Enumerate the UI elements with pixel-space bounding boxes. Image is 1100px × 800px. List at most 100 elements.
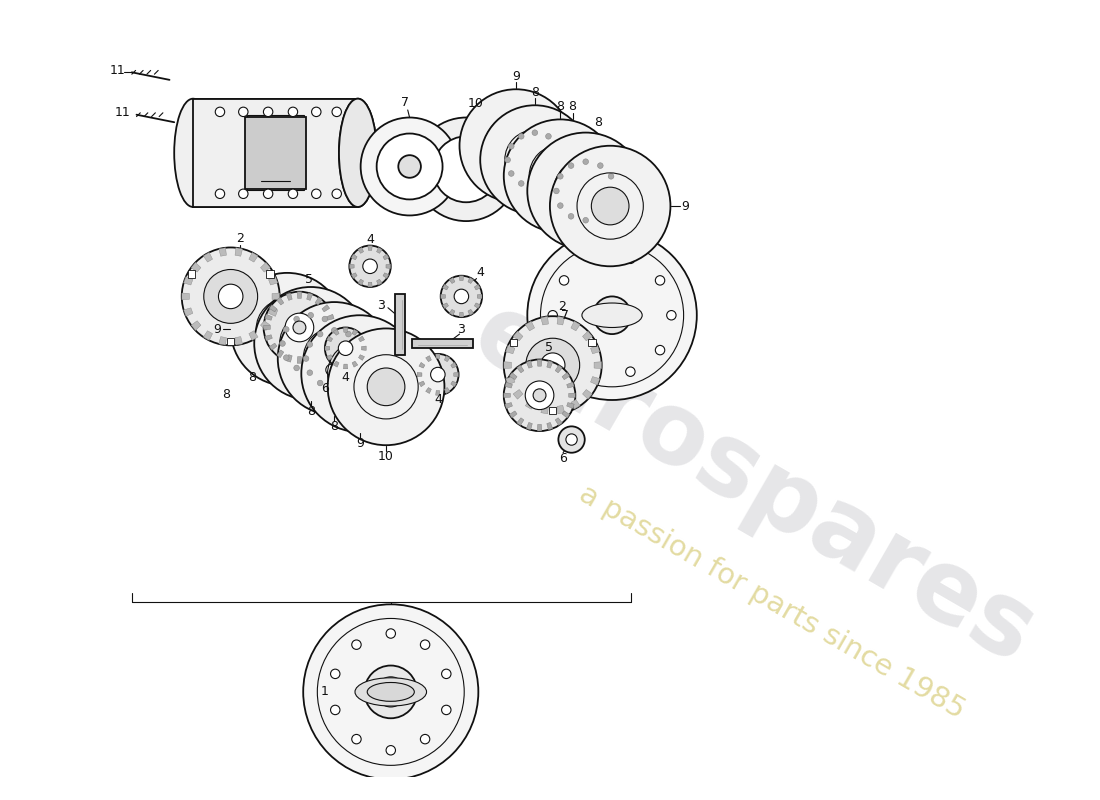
Polygon shape [509,411,517,418]
Polygon shape [358,247,363,254]
Circle shape [433,136,499,202]
Circle shape [556,170,561,176]
Text: 10: 10 [378,450,394,463]
Polygon shape [265,334,273,341]
Polygon shape [591,377,600,385]
Circle shape [583,218,588,223]
Circle shape [550,146,670,266]
Polygon shape [204,253,212,262]
Polygon shape [459,276,463,281]
Text: 5: 5 [305,273,312,286]
Circle shape [363,259,377,274]
Ellipse shape [339,98,376,207]
Polygon shape [537,425,542,431]
Polygon shape [444,356,450,362]
Circle shape [304,604,478,779]
Circle shape [361,118,459,215]
Polygon shape [451,362,456,368]
Circle shape [612,188,618,194]
Polygon shape [509,373,517,380]
Polygon shape [426,356,431,362]
Polygon shape [396,294,405,355]
Ellipse shape [582,303,642,327]
Circle shape [559,426,585,453]
Polygon shape [219,337,227,345]
Polygon shape [351,254,358,260]
Circle shape [284,326,289,332]
Ellipse shape [174,98,212,207]
Circle shape [546,134,551,139]
Polygon shape [527,361,532,368]
Polygon shape [362,346,366,350]
Polygon shape [571,321,580,331]
Circle shape [284,355,289,361]
Bar [227,338,234,346]
Circle shape [367,368,405,406]
Polygon shape [505,382,513,388]
Circle shape [328,329,444,445]
Polygon shape [419,381,425,386]
Polygon shape [376,247,382,254]
Circle shape [352,734,361,744]
Polygon shape [265,314,273,320]
Ellipse shape [339,98,376,207]
Circle shape [360,356,365,362]
Circle shape [569,214,574,219]
Circle shape [556,143,561,149]
Circle shape [534,389,546,402]
Polygon shape [351,273,358,278]
Circle shape [526,338,580,392]
Polygon shape [343,328,348,332]
Circle shape [504,359,575,431]
Polygon shape [468,310,474,315]
Circle shape [263,107,273,117]
Circle shape [583,159,588,165]
Text: 8: 8 [222,388,230,401]
Circle shape [508,170,514,176]
Circle shape [532,184,538,190]
Circle shape [345,331,351,337]
Polygon shape [333,361,339,367]
Polygon shape [324,346,330,350]
Polygon shape [459,312,463,317]
Circle shape [216,189,224,198]
Text: 5: 5 [544,341,553,354]
Polygon shape [276,298,284,305]
Polygon shape [367,282,372,287]
Circle shape [420,734,430,744]
Circle shape [386,629,396,638]
Text: 7: 7 [400,96,409,109]
Text: 4: 4 [476,266,484,279]
Text: 8: 8 [594,116,602,129]
Circle shape [415,118,518,221]
Polygon shape [468,278,474,283]
Circle shape [508,143,514,149]
Polygon shape [442,303,449,309]
Polygon shape [315,350,322,358]
Polygon shape [350,264,354,269]
Circle shape [420,640,430,650]
Text: 4: 4 [433,394,442,406]
Polygon shape [249,330,258,341]
Circle shape [239,107,248,117]
Circle shape [324,327,366,369]
Circle shape [540,353,565,378]
Polygon shape [527,422,532,430]
Polygon shape [376,279,382,286]
Circle shape [332,326,338,332]
Polygon shape [286,293,293,300]
Circle shape [588,254,598,263]
Circle shape [558,202,563,209]
Polygon shape [556,418,562,426]
Circle shape [331,327,337,333]
Text: 10: 10 [468,97,484,110]
Bar [509,338,517,346]
Circle shape [597,214,603,219]
Polygon shape [566,382,574,388]
Circle shape [231,273,343,386]
Circle shape [285,313,314,342]
Polygon shape [264,326,271,330]
Polygon shape [591,346,600,354]
Circle shape [569,174,603,208]
Circle shape [301,315,418,432]
